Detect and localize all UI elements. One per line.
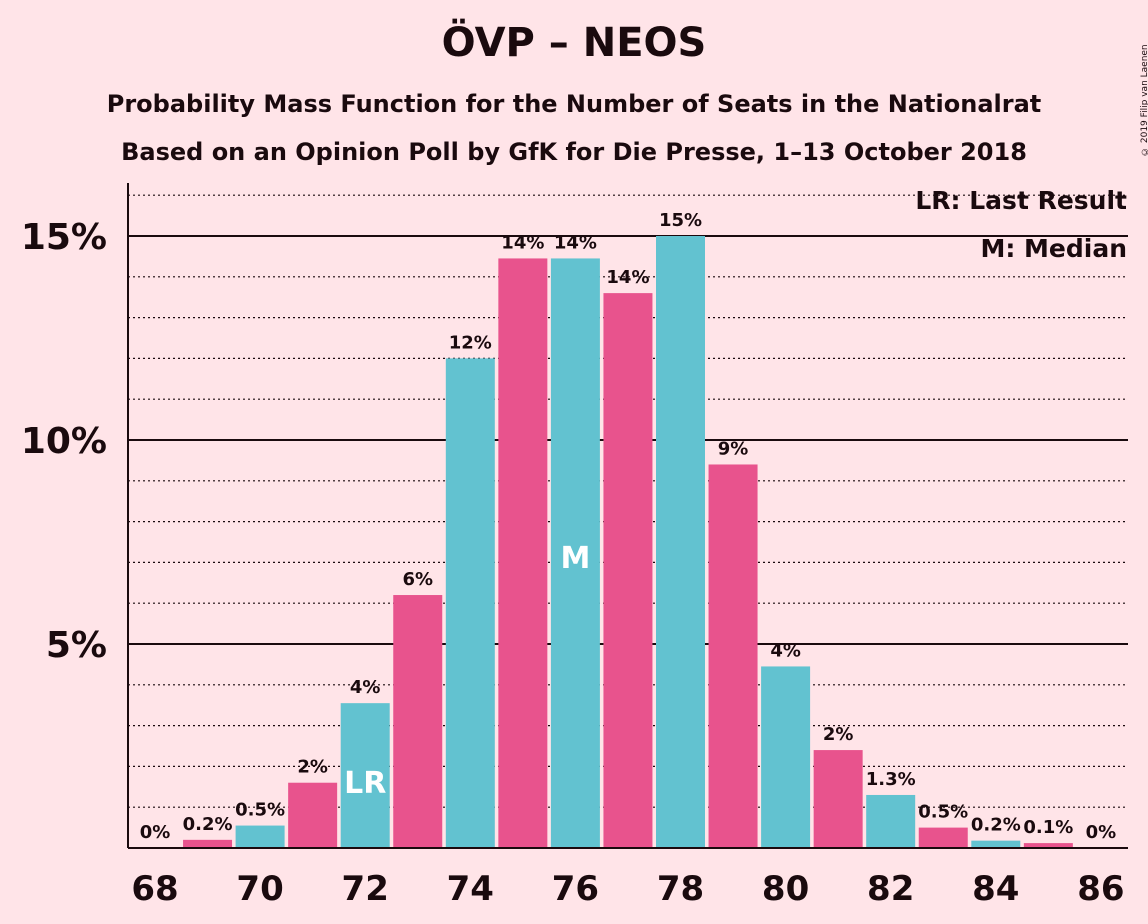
bar-seat-76	[550, 258, 600, 848]
bar-seat-77	[603, 293, 653, 848]
bar-seat-82	[866, 794, 916, 848]
bar-seat-78	[656, 236, 705, 848]
data-label-seat-73: 6%	[402, 569, 433, 590]
data-label-seat-84: 0.2%	[971, 815, 1021, 836]
bar-seat-69	[183, 839, 233, 848]
x-tick-label: 78	[657, 869, 704, 909]
x-tick-label: 84	[972, 869, 1019, 909]
data-label-seat-85: 0.1%	[1023, 817, 1073, 838]
data-label-seat-76: 14%	[554, 232, 597, 253]
chart-subtitle-line-1: Probability Mass Function for the Number…	[106, 90, 1042, 118]
bar-seat-81	[813, 750, 863, 848]
chart-title: ÖVP – NEOS	[441, 20, 707, 66]
y-tick-label: 15%	[21, 217, 107, 258]
legend-entry: LR: Last Result	[915, 186, 1127, 215]
x-tick-label: 80	[762, 869, 809, 909]
x-tick-label: 86	[1077, 869, 1124, 909]
data-label-seat-75: 14%	[501, 232, 544, 253]
bars	[183, 236, 1073, 848]
x-tick-label: 68	[131, 869, 178, 909]
data-label-seat-69: 0.2%	[183, 814, 233, 835]
x-tick-label: 76	[552, 869, 599, 909]
data-label-seat-79: 9%	[718, 438, 749, 459]
bar-seat-70	[235, 825, 285, 848]
x-tick-label: 82	[867, 869, 914, 909]
bar-seat-79	[708, 464, 758, 848]
data-label-seat-74: 12%	[449, 332, 492, 353]
last-result-marker: LR	[344, 766, 386, 801]
data-labels: 0% 0.2%0.5%2%4%LR6%12%14% 14%M14%15%9%4%2%…	[140, 210, 1116, 843]
data-label-seat-70: 0.5%	[235, 800, 285, 821]
bar-seat-85	[1023, 843, 1073, 848]
data-label-seat-68: 0%	[140, 822, 171, 843]
data-label-seat-78: 15%	[659, 210, 702, 231]
y-tick-label: 5%	[46, 625, 107, 666]
bar-seat-80	[761, 666, 811, 848]
bar-seat-84	[971, 840, 1021, 848]
bar-seat-71	[288, 782, 338, 848]
median-marker: M	[560, 541, 590, 576]
data-label-seat-82: 1.3%	[866, 769, 916, 790]
data-label-seat-71: 2%	[297, 757, 328, 778]
data-label-seat-81: 2%	[823, 724, 854, 745]
bar-seat-72	[340, 703, 390, 848]
data-label-seat-72: 4%	[350, 677, 381, 698]
data-label-seat-80: 4%	[770, 640, 801, 661]
bar-seat-74	[445, 358, 495, 848]
chart-subtitle-line-2: Based on an Opinion Poll by GfK for Die …	[121, 138, 1027, 166]
x-tick-label: 74	[447, 869, 494, 909]
legend: LR: Last Result M: Median	[915, 186, 1127, 263]
data-label-seat-77: 14%	[606, 267, 649, 288]
x-tick-label: 70	[236, 869, 283, 909]
bar-seat-75	[498, 258, 548, 848]
bar-seat-73	[393, 595, 443, 848]
y-tick-label: 10%	[21, 421, 107, 462]
axes: 5% 10% 15% 68 70 72 74 76 78 80 82 84 86	[21, 183, 1128, 909]
legend-entry: M: Median	[980, 234, 1127, 263]
data-label-seat-83: 0.5%	[918, 802, 968, 823]
data-label-seat-86: 0%	[1086, 822, 1117, 843]
x-tick-label: 72	[342, 869, 389, 909]
bar-seat-83	[918, 827, 968, 848]
